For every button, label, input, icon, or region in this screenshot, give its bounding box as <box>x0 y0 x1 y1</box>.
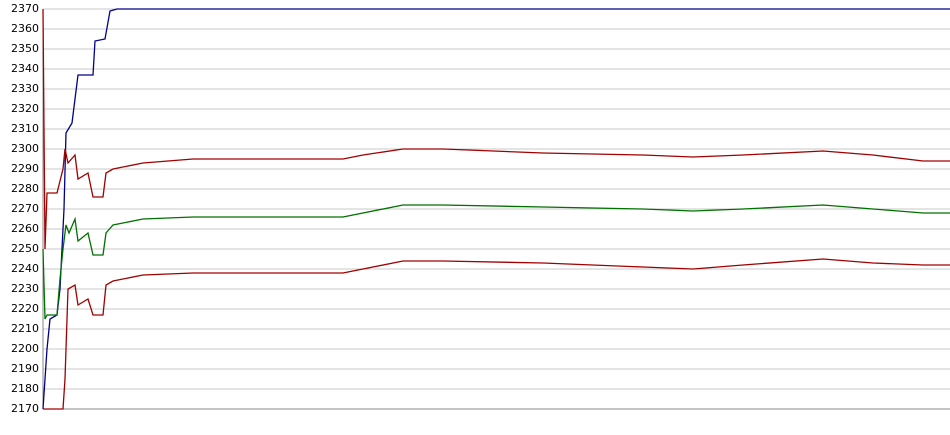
y-tick-label: 2190 <box>11 362 39 375</box>
series-line <box>42 204 950 320</box>
y-tick-label: 2280 <box>11 182 39 195</box>
y-tick-label: 2360 <box>11 22 39 35</box>
y-tick-label: 2290 <box>11 162 39 175</box>
y-tick-label: 2180 <box>11 382 39 395</box>
y-tick-label: 2260 <box>11 222 39 235</box>
y-tick-label: 2250 <box>11 242 39 255</box>
y-tick-label: 2330 <box>11 82 39 95</box>
y-tick-label: 2350 <box>11 42 39 55</box>
y-tick-label: 2340 <box>11 62 39 75</box>
series-line <box>43 258 950 410</box>
y-tick-label: 2170 <box>11 402 39 415</box>
y-tick-label: 2270 <box>11 202 39 215</box>
series-line <box>42 8 950 410</box>
y-tick-label: 2320 <box>11 102 39 115</box>
y-tick-label: 2300 <box>11 142 39 155</box>
y-tick-label: 2220 <box>11 302 39 315</box>
y-tick-label: 2310 <box>11 122 39 135</box>
y-tick-label: 2210 <box>11 322 39 335</box>
series-line <box>42 8 950 250</box>
y-tick-label: 2200 <box>11 342 39 355</box>
y-tick-label: 2370 <box>11 2 39 15</box>
y-tick-label: 2240 <box>11 262 39 275</box>
y-tick-label: 2230 <box>11 282 39 295</box>
